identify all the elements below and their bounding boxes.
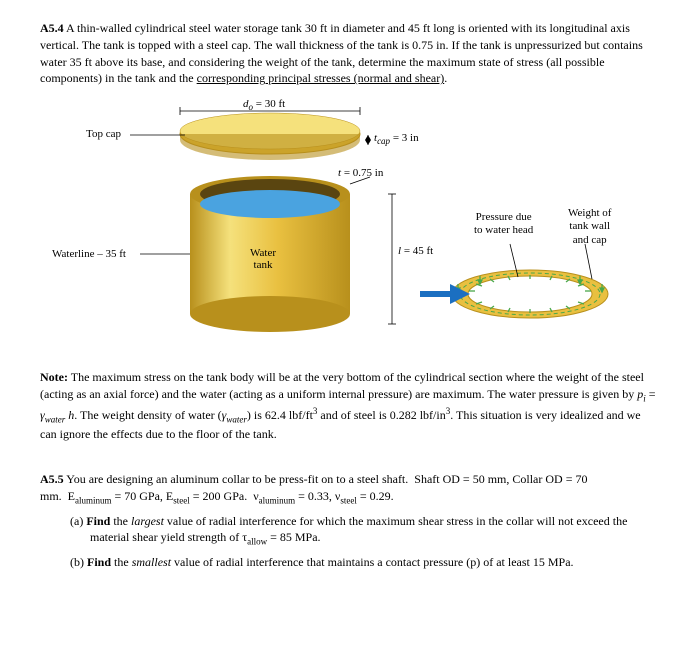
a55-a-t1: the xyxy=(110,514,131,528)
a55-item-b: (b) Find the smallest value of radial in… xyxy=(70,554,660,571)
a55-b-t2: value of radial interference that mainta… xyxy=(171,555,574,569)
note-text: The maximum stress on the tank body will… xyxy=(40,370,656,441)
a55-b-t1: the xyxy=(111,555,132,569)
problem-a54-statement: A5.4 A thin-walled cylindrical steel wat… xyxy=(40,20,660,87)
figure-container: Top cap do = 30 ft tcap = 3 in t = 0.75 … xyxy=(40,99,660,349)
a54-underlined: corresponding principal stresses (normal… xyxy=(197,71,445,85)
label-t: t = 0.75 in xyxy=(338,166,383,181)
label-top-cap: Top cap xyxy=(86,127,121,142)
note-label: Note: xyxy=(40,370,68,384)
label-weight: Weight oftank walland cap xyxy=(568,207,611,247)
a55-a-ital: largest xyxy=(131,514,164,528)
a55-id: A5.5 xyxy=(40,472,64,486)
label-tcap: tcap = 3 in xyxy=(374,131,419,148)
a55-item-a: (a) Find the largest value of radial int… xyxy=(70,513,660,549)
a54-text-after: . xyxy=(444,71,447,85)
a55-b-ital: smallest xyxy=(132,555,171,569)
a54-id: A5.4 xyxy=(40,21,64,35)
a55-a-t2: value of radial interference for which t… xyxy=(90,514,627,545)
label-waterline: Waterline – 35 ft xyxy=(52,247,126,262)
figure-svg xyxy=(40,99,660,349)
a55-sublist: (a) Find the largest value of radial int… xyxy=(70,513,660,572)
label-l: l = 45 ft xyxy=(398,244,433,259)
a55-b-prefix: (b) xyxy=(70,555,87,569)
note-block: Note: The maximum stress on the tank bod… xyxy=(40,369,660,443)
label-water-tank: Watertank xyxy=(250,247,276,271)
label-pressure: Pressure dueto water head xyxy=(474,211,533,237)
a55-b-bold: Find xyxy=(87,555,111,569)
label-do: do = 30 ft xyxy=(243,97,285,114)
a55-a-bold: Find xyxy=(86,514,110,528)
a55-a-prefix: (a) xyxy=(70,514,86,528)
a55-intro: You are designing an aluminum collar to … xyxy=(40,472,587,503)
problem-a55-statement: A5.5 You are designing an aluminum colla… xyxy=(40,471,660,571)
